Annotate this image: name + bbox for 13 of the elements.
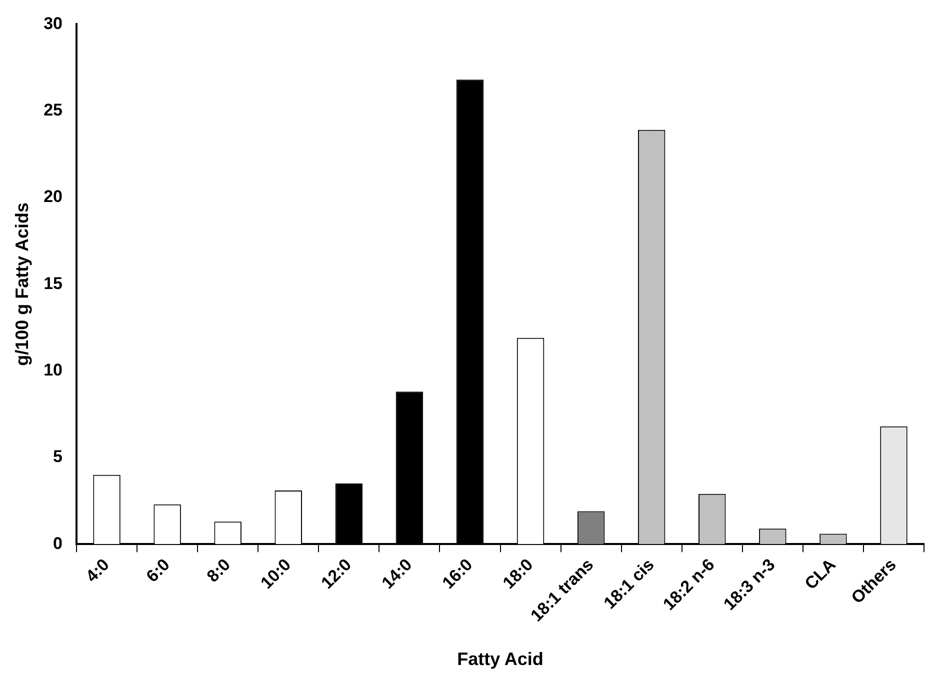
y-tick-label: 20 — [44, 187, 63, 206]
y-tick-label: 5 — [53, 447, 63, 466]
y-tick-label: 0 — [53, 534, 63, 553]
y-tick-label: 15 — [44, 274, 63, 293]
y-tick-label: 10 — [44, 360, 63, 380]
x-axis-title: Fatty Acid — [457, 649, 544, 670]
x-tick-label: 4:0 — [82, 555, 113, 586]
x-tick-label: CLA — [801, 555, 840, 594]
y-tick-label: 30 — [44, 14, 63, 33]
y-tick-label: 25 — [44, 100, 63, 120]
y-axis-title: g/100 g Fatty Acids — [12, 202, 32, 366]
x-tick-label: 6:0 — [142, 555, 174, 586]
x-tick-label: 8:0 — [203, 555, 234, 586]
